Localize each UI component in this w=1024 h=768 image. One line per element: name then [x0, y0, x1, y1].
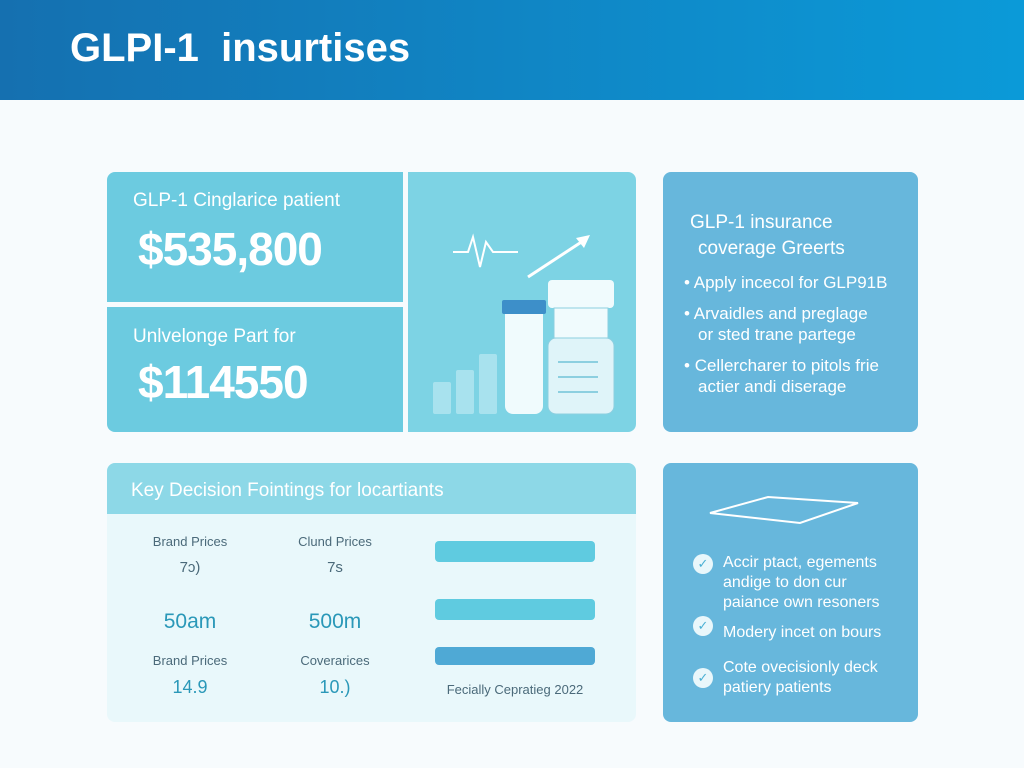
bullet: • Arvaidles and preglage or sted trane pa…: [684, 304, 868, 344]
bullet: • Apply incecol for GLP91B: [684, 273, 888, 292]
decision-title: Key Decision Fointings for locartiants: [131, 480, 444, 501]
decor-diamond: [709, 495, 859, 525]
column-label: Clund Prices: [298, 534, 372, 549]
check-item: Accir ptact, egements andige to don cur …: [723, 553, 880, 613]
decision-header: [107, 463, 636, 514]
column-label: Coverarices: [300, 653, 370, 668]
bullet-text: Apply incecol for GLP91B: [693, 273, 888, 292]
check-text: andige to don cur: [723, 574, 847, 591]
check-icon: ✓: [693, 668, 713, 688]
check-text: Modery incet on bours: [723, 624, 882, 641]
column-label: Brand Prices: [152, 653, 228, 668]
illustration-panel: [408, 172, 636, 432]
bullet-text: Cellercharer to pitols frie: [694, 356, 879, 375]
check-text: patiery patients: [723, 679, 832, 696]
coverage-list: • Apply incecol for GLP91B • Arvaidles a…: [684, 272, 909, 397]
column-value: 50am: [163, 610, 217, 633]
summary-panel: [107, 172, 403, 302]
header: [0, 0, 1024, 100]
bullet: • Cellercharer to pitols frie actier andi…: [684, 356, 879, 396]
check-icon: ✓: [693, 554, 713, 574]
column-value: 10.): [319, 677, 351, 697]
column-sub: 7s: [327, 559, 343, 576]
check-icon: ✓: [693, 616, 713, 636]
page-title: GLPI-1 insurtises: [70, 26, 411, 70]
footnote: Fecially Cepratieg 2022: [446, 682, 584, 697]
column-label: Brand Prices: [152, 534, 228, 549]
summary-label: GLP-1 Cinglarice patient: [133, 190, 340, 211]
summary-value: $535,800: [138, 223, 323, 275]
check-text: Accir ptact, egements: [723, 554, 877, 571]
decor-bar: [435, 541, 595, 562]
column-value: 14.9: [172, 677, 208, 697]
bullet-text: actier andi diserage: [698, 377, 847, 396]
decor-bar: [435, 647, 595, 665]
check-text: paiance own resoners: [723, 594, 880, 611]
summary-panel: [107, 307, 403, 432]
column-sub: 7ɔ): [179, 559, 201, 576]
summary-label: Unlvelonge Part for: [133, 326, 296, 347]
bullet-text: or sted trane partege: [698, 325, 856, 344]
summary-card: [107, 172, 636, 432]
check-item: Cote ovecisionly deck patiery patients: [723, 658, 878, 698]
coverage-title: GLP-1 insurance coverage Greerts: [690, 210, 845, 262]
coverage-title-line: GLP-1 insurance: [690, 212, 833, 233]
decision-card: [107, 463, 636, 722]
illustration: [433, 233, 615, 415]
column-value: 500m: [308, 610, 362, 633]
check-text: Cote ovecisionly deck: [723, 659, 878, 676]
summary-value: $114550: [138, 356, 309, 408]
check-item: Modery incet on bours: [723, 622, 881, 643]
coverage-title-line: coverage Greerts: [698, 238, 845, 259]
decor-bar: [435, 599, 595, 620]
bullet-text: Arvaidles and preglage: [693, 304, 868, 323]
coverage-card: [663, 172, 918, 432]
